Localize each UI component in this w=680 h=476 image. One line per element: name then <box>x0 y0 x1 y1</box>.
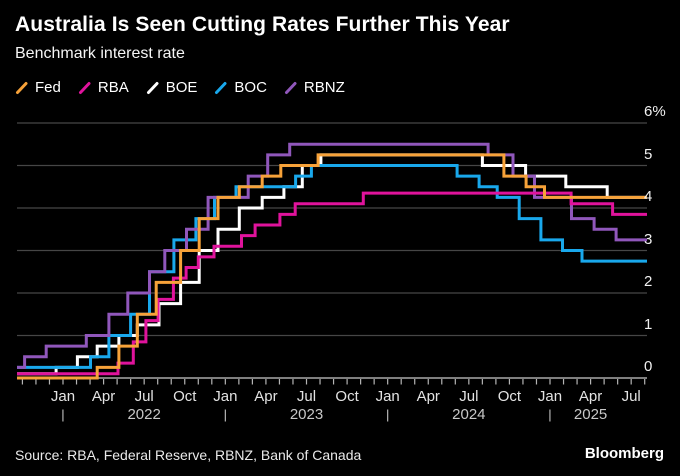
series-line-fed <box>17 153 647 380</box>
series-line-boe <box>17 153 647 376</box>
legend-swatch-icon <box>146 81 159 94</box>
legend-item-fed: Fed <box>15 79 61 96</box>
legend-swatch-icon <box>16 81 28 94</box>
chart-title: Australia Is Seen Cutting Rates Further … <box>15 13 510 36</box>
source-note: Source: RBA, Federal Reserve, RBNZ, Bank… <box>15 447 362 463</box>
legend-item-rba: RBA <box>78 79 129 96</box>
series-line-rbnz <box>17 142 647 369</box>
legend-swatch-icon <box>284 81 297 94</box>
legend-item-rbnz: RBNZ <box>284 79 345 96</box>
brand-logo: Bloomberg <box>584 445 664 462</box>
legend-swatch-icon <box>215 81 227 94</box>
legend-swatch-icon <box>78 81 91 94</box>
legend-item-boe: BOE <box>146 79 198 96</box>
legend: Fed RBA BOE BOC RBNZ <box>15 79 345 96</box>
series-line-boc <box>17 164 647 369</box>
legend-label: RBNZ <box>303 79 345 96</box>
legend-label: BOC <box>234 79 267 96</box>
chart-subtitle: Benchmark interest rate <box>15 45 185 62</box>
legend-label: BOE <box>165 79 198 96</box>
legend-label: RBA <box>97 79 129 96</box>
legend-label: Fed <box>35 79 61 96</box>
series-line-rba <box>17 191 647 376</box>
legend-item-boc: BOC <box>214 79 267 96</box>
